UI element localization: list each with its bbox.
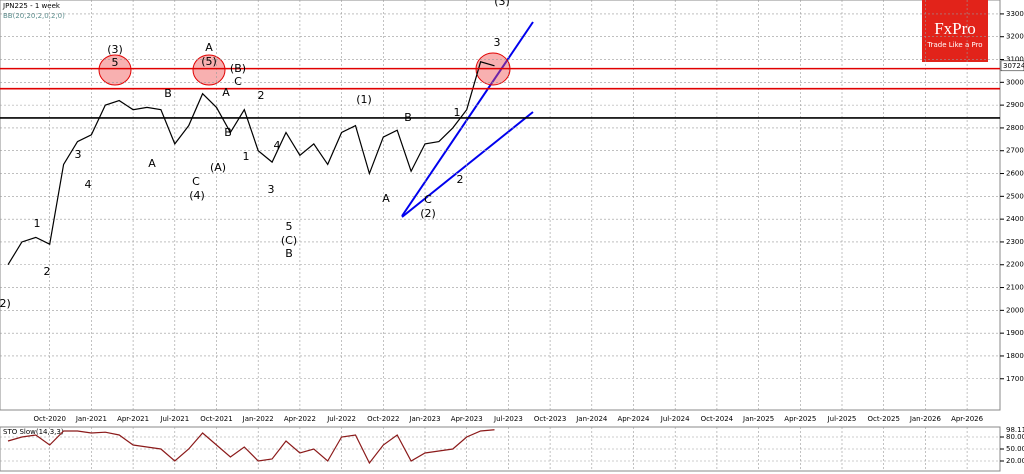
x-tick-label: Jul-2023 xyxy=(493,415,523,423)
wave-label: C xyxy=(234,75,242,88)
wave-label: A xyxy=(205,41,213,54)
x-tick-label: Apr-2024 xyxy=(617,415,650,423)
y-tick-label: 28000 xyxy=(1006,124,1024,132)
y-tick-label: 18000 xyxy=(1006,352,1024,360)
y-tick-label: 20000 xyxy=(1006,306,1024,314)
price-line xyxy=(7,429,495,465)
wave-label: B xyxy=(224,126,232,139)
x-tick-label: Jan-2025 xyxy=(742,415,774,423)
wave-label: 4 xyxy=(85,178,92,191)
y-tick-label: 17000 xyxy=(1006,375,1024,383)
logo-tagline: Trade Like a Pro xyxy=(926,41,982,49)
x-tick-label: Jul-2022 xyxy=(326,415,356,423)
x-tick-label: Oct-2025 xyxy=(867,415,899,423)
y-tick-label: 21000 xyxy=(1006,284,1024,292)
y-tick-label: 19000 xyxy=(1006,329,1024,337)
y-tick-label: 33000 xyxy=(1006,10,1024,18)
x-tick-label: Jul-2025 xyxy=(827,415,857,423)
wave-label: B xyxy=(164,87,172,100)
plot-frame xyxy=(0,0,1001,411)
wave-label: 3 xyxy=(494,36,501,49)
wave-label: 2 xyxy=(258,89,265,102)
x-tick-label: Apr-2025 xyxy=(784,415,816,423)
y-tick-label: 26000 xyxy=(1006,170,1024,178)
wave-label: 2 xyxy=(44,265,51,278)
x-tick-label: Jul-2021 xyxy=(159,415,189,423)
wave-label: 5 xyxy=(112,56,119,69)
logo: FxPro Trade Like a Pro xyxy=(922,0,988,62)
y-tick-label: 22000 xyxy=(1006,261,1024,269)
y-tick-label: 29000 xyxy=(1006,101,1024,109)
sto-title: STO Slow(14,3,3) xyxy=(3,428,64,436)
price-line xyxy=(7,61,495,266)
wave-label: 1 xyxy=(34,217,41,230)
wave-label: (2) xyxy=(420,207,436,220)
y-tick-label: 50.00 xyxy=(1006,445,1024,453)
y-tick-label: 25000 xyxy=(1006,192,1024,200)
x-tick-label: Apr-2022 xyxy=(284,415,316,423)
wave-label: B xyxy=(285,247,293,260)
wave-label: (B) xyxy=(230,62,246,75)
wave-label: A xyxy=(382,192,390,205)
x-tick-label: Apr-2026 xyxy=(951,415,984,423)
logo-box xyxy=(922,0,988,62)
wave-label: 3 xyxy=(268,183,275,196)
x-tick-label: Oct-2024 xyxy=(701,415,734,423)
sto-last-label: 98.11 xyxy=(1006,426,1024,434)
wave-label: C xyxy=(424,193,432,206)
wave-label: 4 xyxy=(274,139,281,152)
price-tag-label: 30724 xyxy=(1003,62,1024,70)
wave-label: (5) xyxy=(201,55,217,68)
wave-label: A xyxy=(222,86,230,99)
wave-label: (2) xyxy=(0,297,11,310)
wave-label: B xyxy=(404,111,412,124)
highlight xyxy=(192,54,226,86)
y-tick-label: 24000 xyxy=(1006,215,1024,223)
x-tick-label: Apr-2023 xyxy=(451,415,483,423)
x-tick-label: Apr-2021 xyxy=(117,415,149,423)
wave-label: 1 xyxy=(454,106,461,119)
wave-label: (4) xyxy=(189,189,205,202)
x-tick-label: Jan-2023 xyxy=(408,415,440,423)
wave-label: (3) xyxy=(494,0,510,8)
channel-lower xyxy=(401,111,534,218)
wave-label: (C) xyxy=(281,234,297,247)
x-tick-label: Jan-2022 xyxy=(242,415,274,423)
wave-label: (3) xyxy=(107,43,123,56)
chart-title: JPN225 - 1 week xyxy=(2,2,61,10)
wave-label: 3 xyxy=(75,148,82,161)
wave-label: (1) xyxy=(356,93,372,106)
y-tick-label: 27000 xyxy=(1006,147,1024,155)
y-tick-label: 23000 xyxy=(1006,238,1024,246)
x-tick-label: Oct-2021 xyxy=(200,415,232,423)
y-tick-label: 20.00 xyxy=(1006,457,1024,465)
y-tick-label: 31000 xyxy=(1006,56,1024,64)
y-tick-label: 30000 xyxy=(1006,78,1024,86)
x-tick-label: Oct-2020 xyxy=(33,415,65,423)
wave-label: (A) xyxy=(210,161,226,174)
x-tick-label: Jan-2026 xyxy=(909,415,942,423)
wave-label: 5 xyxy=(286,220,293,233)
y-tick-label: 80.00 xyxy=(1006,433,1024,441)
x-tick-label: Jan-2024 xyxy=(575,415,608,423)
x-tick-label: Jan-2021 xyxy=(75,415,107,423)
wave-label: 2 xyxy=(457,173,464,186)
highlight xyxy=(98,54,132,86)
price-tag xyxy=(1000,60,1024,72)
wave-label: C xyxy=(192,175,200,188)
x-tick-label: Oct-2022 xyxy=(367,415,399,423)
y-tick-label: 32000 xyxy=(1006,33,1024,41)
chart-subtitle: BB(20,20,2,0,2,0) xyxy=(3,12,65,20)
logo-text: FxPro xyxy=(934,19,976,38)
x-tick-label: Oct-2023 xyxy=(534,415,566,423)
wave-label: 1 xyxy=(243,150,250,163)
wave-label: A xyxy=(148,157,156,170)
x-tick-label: Jul-2024 xyxy=(660,415,690,423)
channel-upper xyxy=(401,21,534,217)
